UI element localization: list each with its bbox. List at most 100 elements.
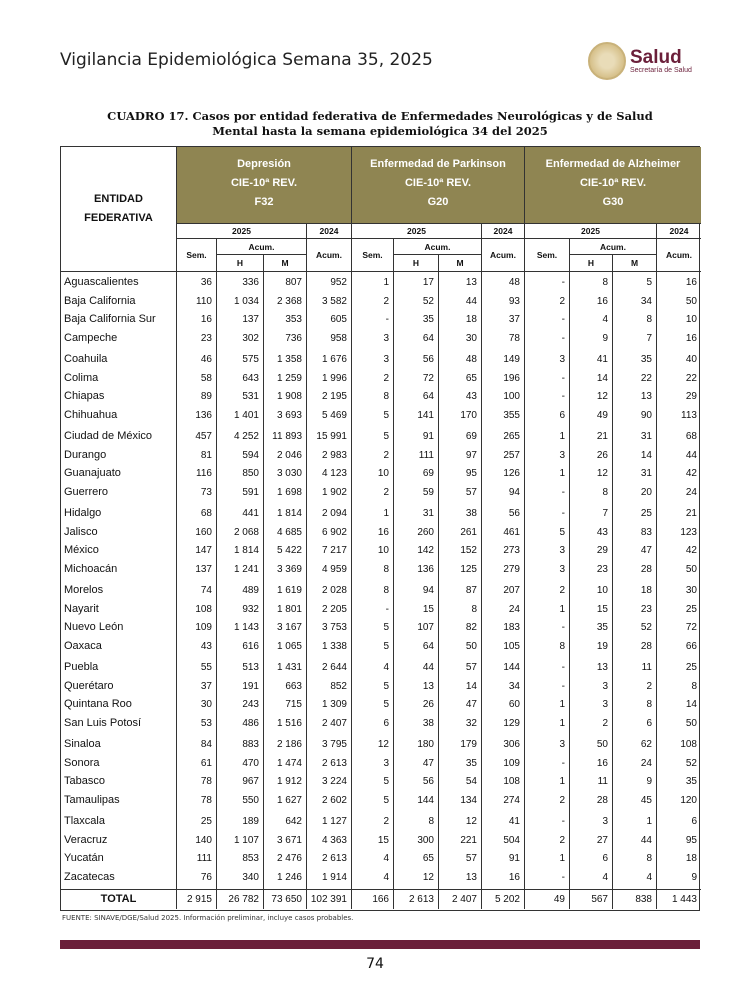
cell-value: 13 xyxy=(640,391,652,402)
cell-value: 8 xyxy=(559,640,565,652)
cell-value: 108 xyxy=(503,776,520,787)
cell-value: 302 xyxy=(242,332,259,344)
total-value: 166 xyxy=(372,894,389,905)
cell-value: 69 xyxy=(465,431,477,442)
cell-value: - xyxy=(561,508,565,519)
cell-value: 1 xyxy=(559,853,565,864)
cell-value: 10 xyxy=(377,468,389,479)
cell-value: 550 xyxy=(242,794,259,806)
cell-value: 87 xyxy=(465,585,477,596)
cell-value: 852 xyxy=(330,680,347,692)
cell-value: - xyxy=(561,622,565,633)
cell-value: 3 582 xyxy=(321,295,347,307)
entity-name: Morelos xyxy=(64,584,104,596)
cell-value: 1 xyxy=(383,508,389,519)
table-row: Colima 58 643 1 259 1 996 2 72 65 196 - 14 22 22 xyxy=(61,370,701,389)
entity-name: Baja California xyxy=(64,294,136,307)
cell-value: 141 xyxy=(417,409,434,421)
table-row: Sonora 61 470 1 474 2 613 3 47 35 109 - 16 24 52 xyxy=(61,755,701,774)
cell-value: 10 xyxy=(596,585,608,596)
cell-value: 170 xyxy=(460,409,477,421)
table-row: Zacatecas 76 340 1 246 1 914 4 12 13 16 - 4 4 9 xyxy=(61,869,701,888)
cell-value: 35 xyxy=(465,757,477,769)
cell-value: 2 068 xyxy=(233,526,259,538)
table-row: Veracruz 140 1 107 3 671 4 363 15 300 221 504 2 27… xyxy=(61,832,701,851)
cell-value: 5 xyxy=(559,526,565,538)
cell-value: 2 046 xyxy=(276,449,302,461)
national-seal-icon xyxy=(588,42,626,80)
cell-value: 81 xyxy=(200,449,212,461)
cell-value: 34 xyxy=(508,680,520,692)
table-row: San Luis Potosí 53 486 1 516 2 407 6 38 32 129 1 2… xyxy=(61,715,701,734)
table-row: Michoacán 137 1 241 3 369 4 959 8 136 125 279 3 23… xyxy=(61,561,701,580)
caption-line-2: Mental hasta la semana epidemiológica 34… xyxy=(212,124,548,138)
cell-value: 353 xyxy=(285,314,302,325)
cell-value: 1 309 xyxy=(321,699,347,710)
cell-value: 44 xyxy=(422,662,434,673)
cell-value: 56 xyxy=(422,776,434,787)
cell-value: 8 xyxy=(428,816,434,827)
year-2024: 2024 xyxy=(481,223,524,238)
cell-value: - xyxy=(561,277,565,288)
cell-value: 591 xyxy=(242,486,259,498)
cell-value: 31 xyxy=(640,468,652,479)
cell-value: 6 xyxy=(559,409,565,421)
cell-value: 105 xyxy=(503,640,520,652)
cell-value: 4 123 xyxy=(321,468,347,479)
total-divider xyxy=(176,889,177,909)
cell-value: 13 xyxy=(422,680,434,692)
cell-value: 1 914 xyxy=(321,871,347,883)
cell-value: 736 xyxy=(285,332,302,344)
cell-value: 47 xyxy=(465,699,477,710)
cell-value: 12 xyxy=(596,468,608,479)
cell-value: 3 xyxy=(602,816,608,827)
cell-value: 54 xyxy=(465,776,477,787)
cell-value: 8 xyxy=(471,603,477,615)
acum-prev-header: Acum. xyxy=(656,238,701,271)
cell-value: - xyxy=(385,603,389,615)
cell-value: 42 xyxy=(685,468,697,479)
cell-value: 31 xyxy=(422,508,434,519)
cell-value: 55 xyxy=(200,662,212,673)
cell-value: 2 983 xyxy=(321,449,347,461)
cell-value: 355 xyxy=(503,409,520,421)
cell-value: 16 xyxy=(596,295,608,307)
cell-value: 486 xyxy=(242,717,259,729)
cell-value: 23 xyxy=(200,332,212,344)
cell-value: 26 xyxy=(596,449,608,461)
cell-value: 2 407 xyxy=(321,717,347,729)
total-divider xyxy=(481,889,482,909)
cell-value: 594 xyxy=(242,449,259,461)
cell-value: 52 xyxy=(422,295,434,307)
cell-value: 107 xyxy=(417,622,434,633)
column-divider xyxy=(438,271,439,889)
cell-value: 1 xyxy=(383,277,389,288)
disease-cie: CIE-10ª REV. xyxy=(579,177,647,189)
cell-value: 11 893 xyxy=(272,431,302,442)
cell-value: 35 xyxy=(596,622,608,633)
cell-value: 2 613 xyxy=(321,853,347,864)
cell-value: 2 xyxy=(383,295,389,307)
cell-value: 56 xyxy=(422,354,434,365)
cell-value: 265 xyxy=(503,431,520,442)
entity-name: Sinaloa xyxy=(64,738,101,750)
cell-value: 44 xyxy=(465,295,477,307)
total-value: 2 915 xyxy=(186,894,212,905)
cell-value: 14 xyxy=(465,680,477,692)
acum-header: Acum. xyxy=(569,238,656,254)
cell-value: 19 xyxy=(596,640,608,652)
cell-value: 95 xyxy=(465,468,477,479)
disease-cie: CIE-10ª REV. xyxy=(404,177,472,189)
cell-value: 3 693 xyxy=(276,409,302,421)
cell-value: 29 xyxy=(596,545,608,556)
total-divider xyxy=(216,889,217,909)
cell-value: 489 xyxy=(242,585,259,596)
cell-value: 109 xyxy=(195,622,212,633)
cell-value: 17 xyxy=(422,277,434,288)
cell-value: 94 xyxy=(422,585,434,596)
cell-value: 4 xyxy=(602,314,608,325)
cell-value: 43 xyxy=(596,526,608,538)
cell-value: 48 xyxy=(465,354,477,365)
cell-value: 273 xyxy=(503,545,520,556)
cell-value: 15 991 xyxy=(316,431,347,442)
